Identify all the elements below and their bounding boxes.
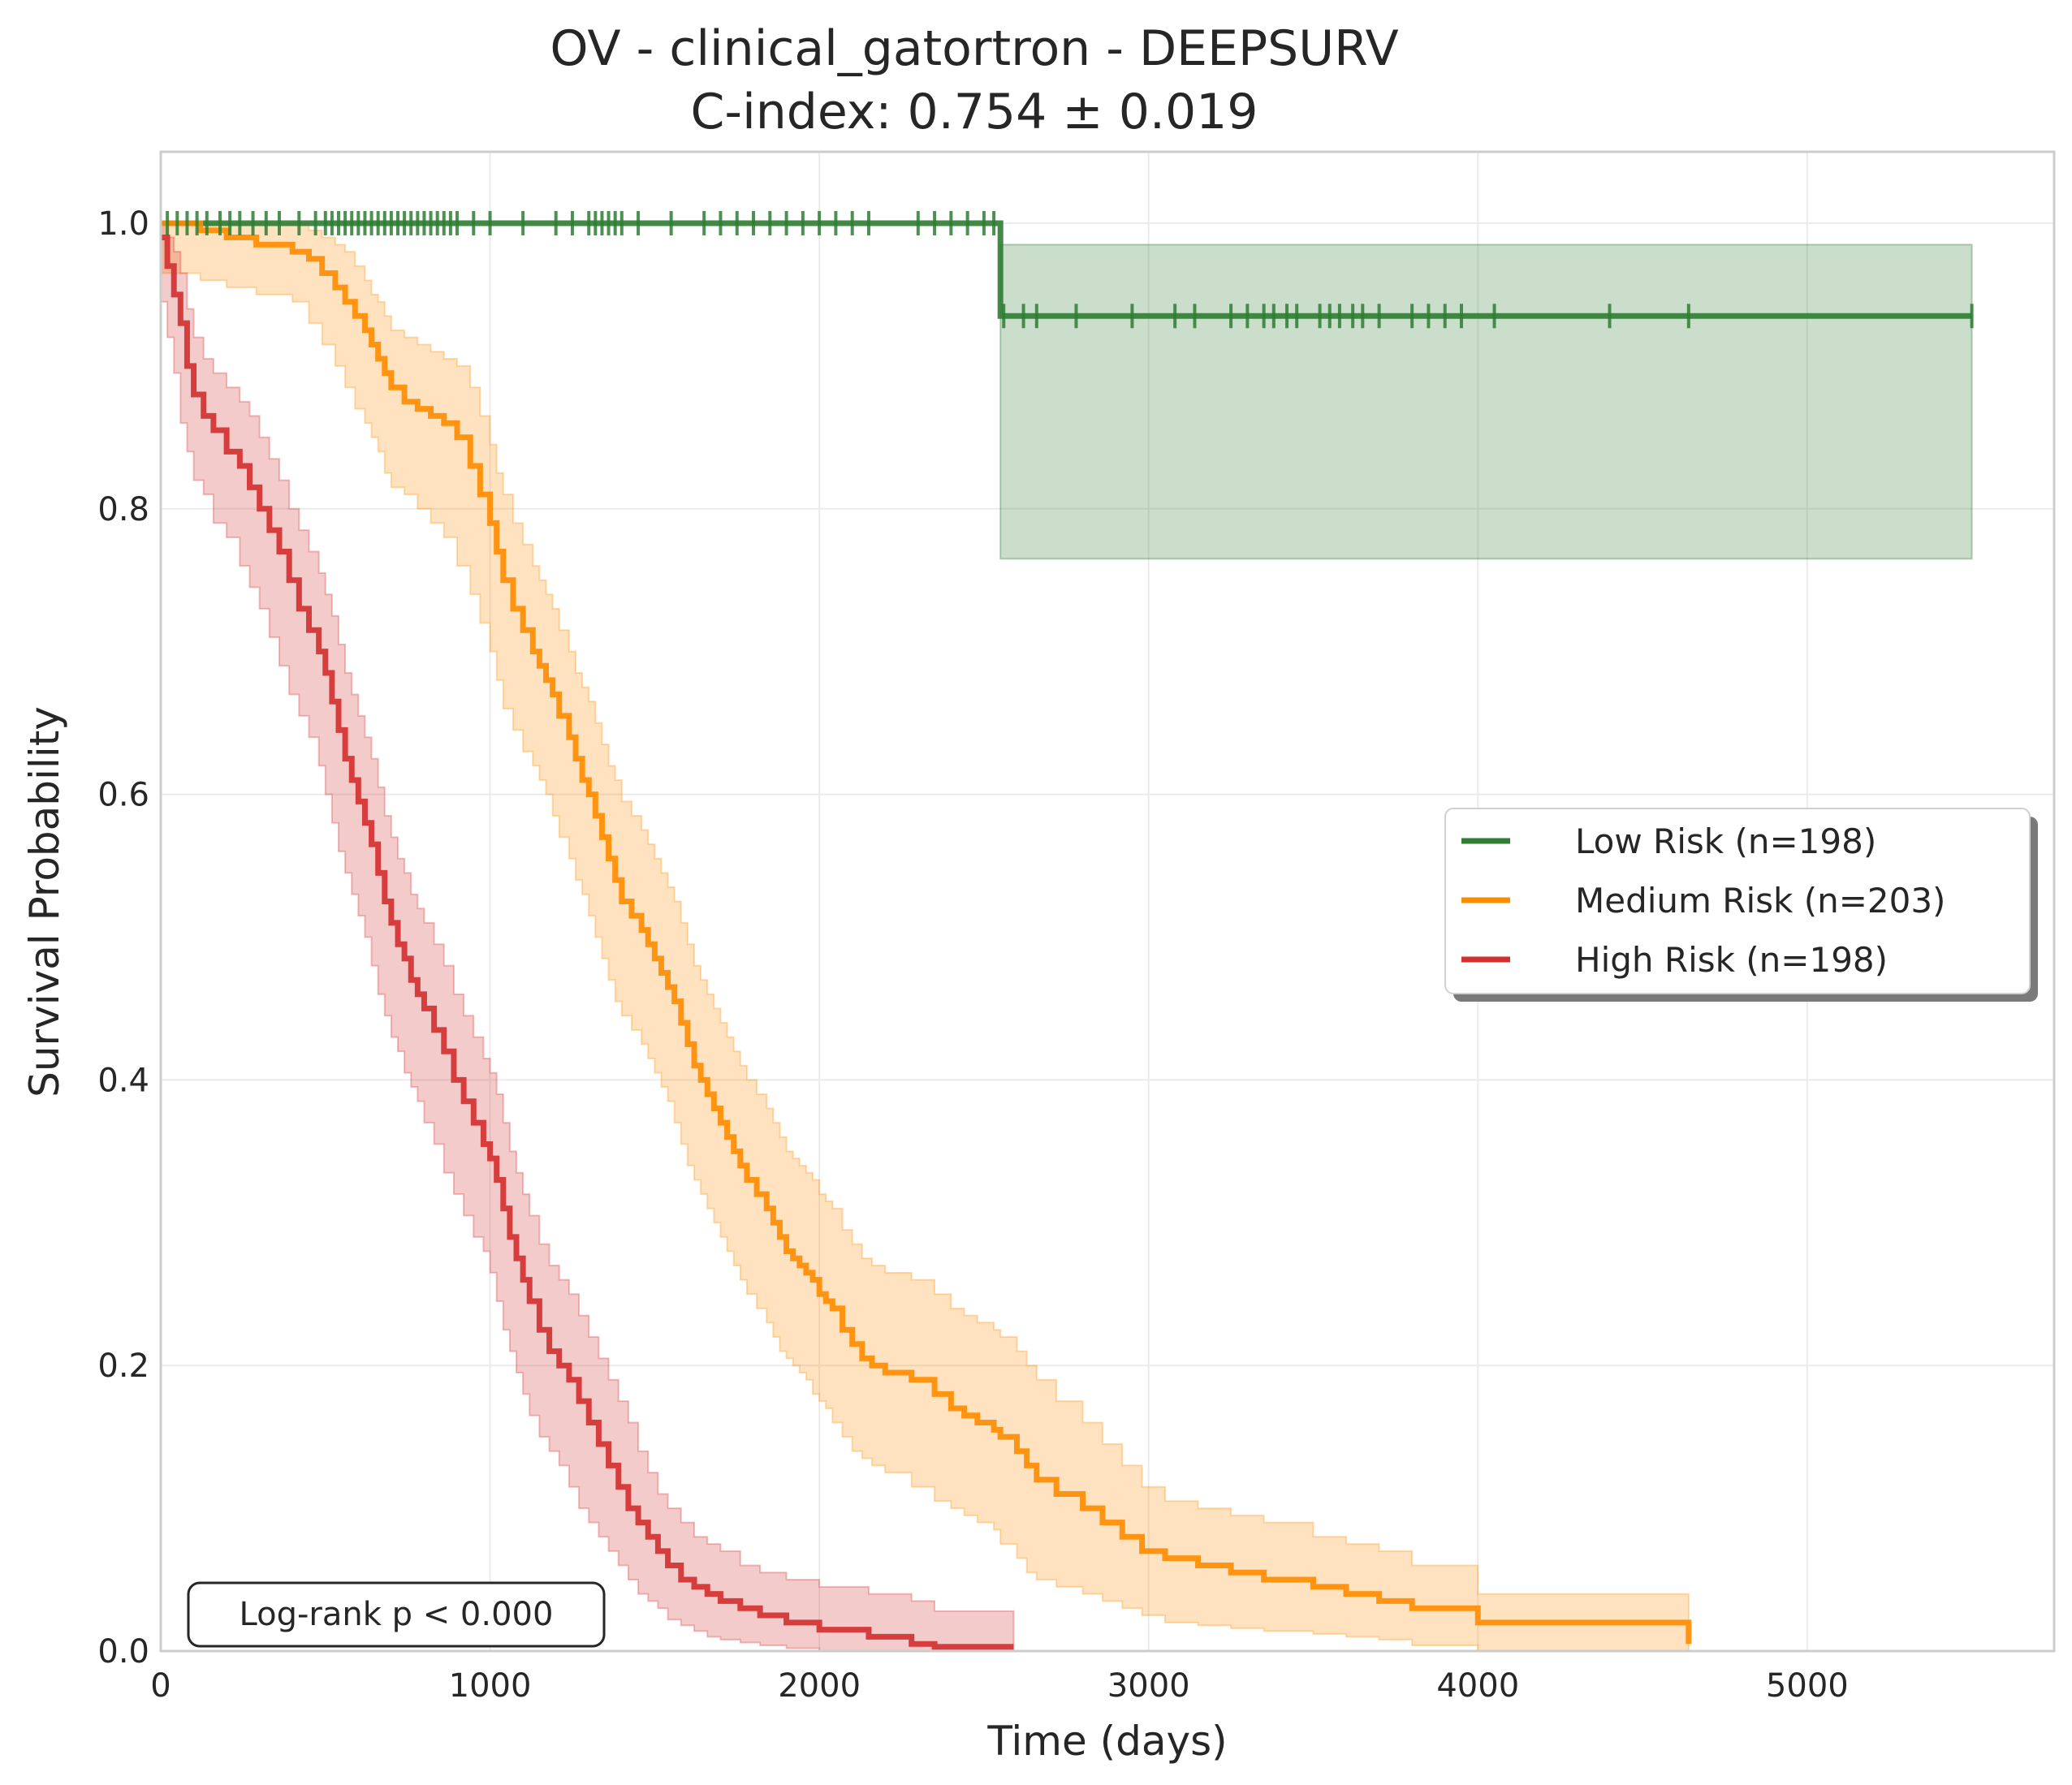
x-axis-label: Time (days)	[986, 1718, 1227, 1765]
chart-subtitle: C-index: 0.754 ± 0.019	[691, 84, 1258, 140]
censor-marks	[166, 210, 1974, 329]
y-tick-label: 0.6	[97, 777, 149, 814]
legend-label-medium: Medium Risk (n=203)	[1575, 881, 1945, 921]
confidence-bands	[160, 222, 1973, 1652]
axis-ticks: 0 1000 2000 3000 4000 5000 0.0 0.2 0.4 0.6 0.8 1.0	[97, 205, 1848, 1705]
survival-curve-medium	[161, 220, 1692, 1645]
x-tick-label: 1000	[449, 1667, 532, 1705]
x-tick-label: 4000	[1436, 1667, 1519, 1705]
x-tick-label: 3000	[1107, 1667, 1190, 1705]
logrank-annotation: Log-rank p < 0.000	[187, 1581, 606, 1648]
y-tick-label: 0.4	[97, 1062, 149, 1099]
grid	[160, 152, 2054, 1652]
y-axis-label: Survival Probability	[21, 706, 68, 1097]
survival-curves	[161, 220, 1972, 1650]
legend-label-low: Low Risk (n=198)	[1575, 821, 1876, 861]
plot-frame	[159, 150, 2056, 1653]
y-tick-label: 0.0	[97, 1633, 149, 1671]
ci-band-low	[999, 244, 1973, 560]
y-tick-label: 1.0	[97, 205, 149, 243]
y-tick-label: 0.8	[97, 491, 149, 528]
legend-label-high: High Risk (n=198)	[1575, 940, 1888, 980]
x-tick-label: 0	[150, 1667, 171, 1705]
legend-box	[1444, 808, 2031, 994]
legend: Low Risk (n=198) Medium Risk (n=203) Hig…	[1444, 808, 2038, 1002]
x-tick-label: 2000	[778, 1667, 861, 1705]
y-tick-label: 0.2	[97, 1347, 149, 1385]
annotation-box	[187, 1581, 606, 1648]
survival-curve-low	[161, 220, 1972, 319]
survival-curve-high	[161, 235, 1014, 1650]
ci-band-high	[160, 222, 1015, 1652]
chart-title: OV - clinical_gatortron - DEEPSURV	[550, 20, 1398, 77]
annotation-text: Log-rank p < 0.000	[240, 1596, 554, 1633]
x-tick-label: 5000	[1766, 1667, 1849, 1705]
ci-band-medium	[160, 222, 1690, 1652]
